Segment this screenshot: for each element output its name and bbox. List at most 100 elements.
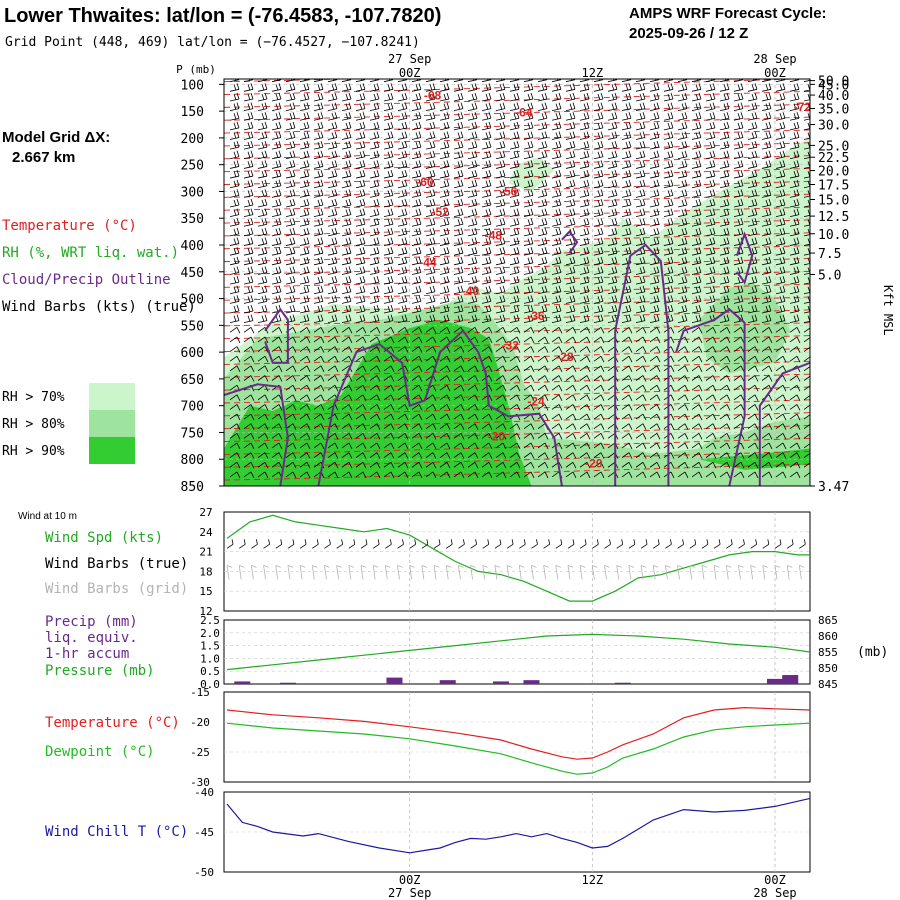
- wind-barb: [313, 131, 324, 140]
- wind-barb-flag: [751, 267, 755, 274]
- wind-barb: [677, 198, 688, 208]
- wind-barb-staff: [691, 88, 702, 92]
- wind-barb-flag: [782, 227, 786, 235]
- wind-barb-flag: [247, 170, 251, 178]
- wind-barb-staff: [607, 252, 618, 256]
- wind-barb: [761, 326, 773, 334]
- wind-barb-flag: [460, 83, 464, 90]
- wind-barb-flag: [359, 248, 363, 255]
- wind-barb-flag: [429, 122, 433, 130]
- wind-barb-staff: [327, 137, 338, 140]
- wind-barb: [397, 83, 408, 92]
- wind-barb-staff: [453, 156, 464, 160]
- wind-barb-staff: [467, 291, 478, 295]
- wind-barb-flag: [811, 132, 813, 138]
- wind-barb-staff: [313, 108, 324, 111]
- wind-barb-staff: [397, 252, 408, 256]
- wind-barb-flag: [653, 257, 657, 264]
- wind-barb-staff: [271, 137, 282, 140]
- wind-barb-flag: [611, 228, 615, 236]
- wind-barb-flag: [418, 121, 422, 129]
- wind-barb-flag: [530, 112, 534, 119]
- wind-barb-flag: [236, 121, 240, 129]
- wind-barb-flag: [793, 296, 797, 303]
- wind-barb: [537, 227, 548, 237]
- wind-barb-staff: [705, 137, 716, 140]
- wind-barb-flag: [782, 237, 786, 244]
- wind-barb: [593, 150, 604, 160]
- wind-barb-flag: [516, 275, 520, 283]
- wind-barb-staff: [621, 137, 632, 140]
- wind-barb-staff: [705, 79, 716, 83]
- wind-barb-flag: [320, 346, 325, 353]
- wind-barb-staff: [649, 156, 660, 160]
- wind-barb-flag: [415, 170, 419, 178]
- wind-barb-flag: [768, 189, 772, 196]
- wind-barb: [285, 247, 296, 256]
- wind-barb: [691, 208, 702, 218]
- wind-barb-staff: [635, 336, 644, 343]
- wind-barb-flag: [737, 209, 741, 216]
- wind-barb-flag: [264, 227, 268, 235]
- wind-barb-staff: [411, 346, 420, 352]
- wind-barb-flag: [698, 92, 702, 100]
- wind-barb-flag: [389, 79, 391, 81]
- wind-barb: [747, 295, 758, 304]
- wind-barb-flag: [418, 336, 423, 344]
- wind-barb-flag: [555, 190, 559, 197]
- wind-barb-staff: [313, 310, 324, 314]
- wind-barb-flag: [390, 160, 394, 167]
- wind-barb: [257, 92, 268, 102]
- wind-barb-flag: [320, 179, 324, 186]
- wind-barb-flag: [250, 295, 254, 302]
- wind-barb-flag: [572, 208, 576, 215]
- wind-barb-staff: [593, 214, 604, 218]
- wind-barb: [243, 295, 254, 304]
- wind-barb-flag: [558, 295, 562, 302]
- wind-barb-flag: [572, 169, 576, 177]
- wind-barb-flag: [334, 237, 338, 244]
- wind-barb-flag: [499, 151, 503, 158]
- wind-barb: [257, 336, 269, 344]
- wind-barb-staff: [761, 326, 770, 333]
- wind-barb-flag: [362, 275, 366, 283]
- wind-barb-flag: [499, 113, 503, 120]
- wind-barb-staff: [565, 252, 576, 256]
- wind-barb-staff: [229, 252, 240, 256]
- wind-barb-flag: [614, 189, 618, 196]
- wind-barb-staff: [411, 108, 422, 111]
- wind-barb-staff: [327, 223, 338, 227]
- wind-barb-staff: [635, 194, 646, 198]
- wind-barb-staff: [355, 320, 366, 324]
- wind-barb-staff: [243, 98, 254, 102]
- wind-barb-staff: [747, 336, 756, 343]
- wind-barb-staff: [509, 281, 520, 285]
- cross-section-panel: -68-64 -72-60-56-52-48-44-40-36-32-28-24-…: [176, 52, 895, 495]
- wind-barb-flag: [782, 112, 786, 119]
- wind-barb: [453, 102, 464, 111]
- wind-barb-flag: [558, 266, 562, 273]
- wind-barb: [551, 121, 562, 131]
- wind-barb-staff: [719, 320, 730, 324]
- wind-barb-staff: [397, 79, 408, 83]
- wind-barb-flag: [401, 305, 405, 313]
- wind-barb-flag: [628, 247, 632, 254]
- wind-barb: [425, 256, 436, 266]
- wind-barb-flag: [261, 151, 265, 158]
- wind-barb-staff: [243, 175, 254, 179]
- wind-barb-flag: [667, 296, 671, 303]
- wind-barb-staff: [747, 194, 758, 198]
- wind-barb-staff: [677, 214, 688, 218]
- wind-barb: [789, 295, 800, 304]
- wind-barb-flag: [597, 228, 601, 236]
- wind-barb-flag: [359, 286, 363, 293]
- wind-barb-flag: [247, 151, 251, 158]
- wind-barb-flag: [726, 227, 730, 235]
- wind-barb: [481, 247, 492, 256]
- wind-barb-staff: [439, 185, 450, 189]
- wind-barb: [607, 227, 618, 237]
- wind-barb-flag: [233, 209, 237, 216]
- wind-barb-flag: [404, 266, 408, 273]
- wind-barb: [761, 92, 772, 102]
- wind-barb-staff: [257, 204, 268, 208]
